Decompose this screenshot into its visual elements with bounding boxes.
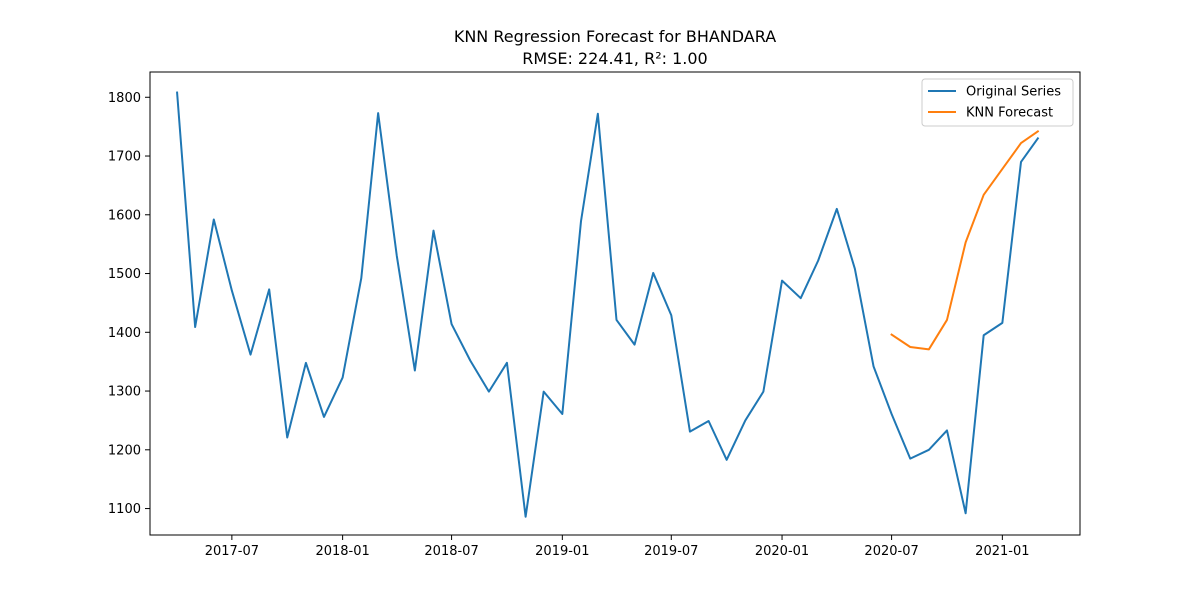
x-tick-label: 2018-01: [315, 544, 369, 559]
legend-box: [921, 78, 1074, 127]
y-tick-label: 1100: [108, 502, 141, 517]
y-tick-label: 1700: [108, 150, 141, 165]
x-tick-label: 2017-07: [205, 544, 259, 559]
series-line-original-series: [176, 91, 1040, 518]
legend-label-knn-forecast: KNN Forecast: [966, 106, 1053, 121]
y-tick-label: 1300: [108, 385, 141, 400]
x-tick-label: 2021-01: [975, 544, 1029, 559]
chart-subtitle: RMSE: 224.41, R²: 1.00: [522, 49, 707, 68]
series-layer: [176, 91, 1040, 518]
x-tick-label: 2019-01: [535, 544, 589, 559]
chart-title: KNN Regression Forecast for BHANDARA: [454, 27, 776, 46]
y-tick-label: 1800: [108, 91, 141, 106]
series-line-knn-forecast: [890, 129, 1040, 351]
x-tick-label: 2020-07: [864, 544, 918, 559]
plot-frame: [149, 71, 1081, 536]
legend: Original Series KNN Forecast: [921, 78, 1074, 127]
y-tick-label: 1200: [108, 443, 141, 458]
legend-label-original-series: Original Series: [966, 85, 1061, 100]
ticks-layer: 2017-07 2018-01 2018-07 2019-01 2019-07 2020-…: [108, 91, 1030, 559]
y-tick-label: 1500: [108, 267, 141, 282]
y-tick-label: 1400: [108, 326, 141, 341]
x-tick-label: 2020-01: [755, 544, 809, 559]
x-tick-label: 2019-07: [644, 544, 698, 559]
y-tick-label: 1600: [108, 208, 141, 223]
x-tick-label: 2018-07: [424, 544, 478, 559]
